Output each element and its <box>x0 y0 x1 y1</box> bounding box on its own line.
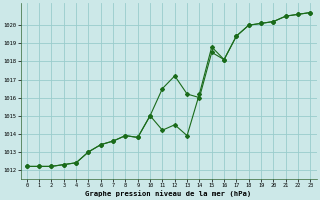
X-axis label: Graphe pression niveau de la mer (hPa): Graphe pression niveau de la mer (hPa) <box>85 190 252 197</box>
